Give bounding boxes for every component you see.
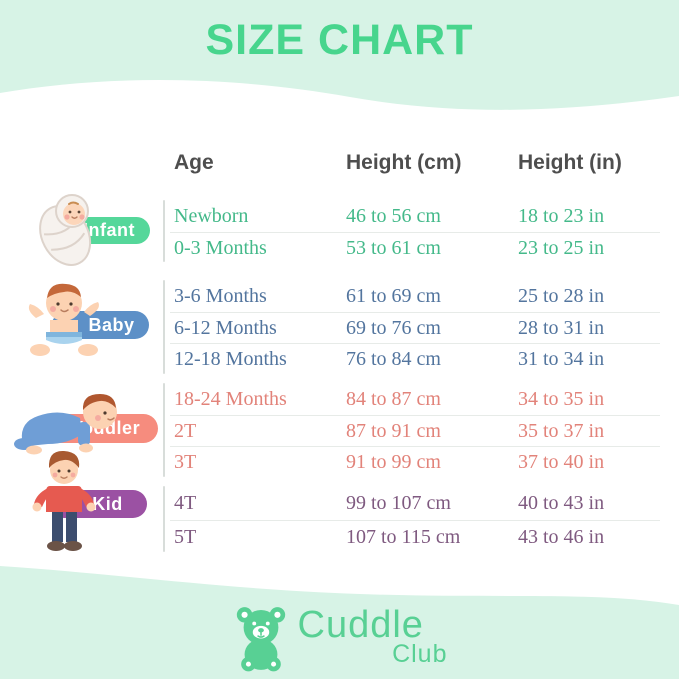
table-row: 3T 91 to 99 cm 37 to 40 in (170, 446, 660, 477)
table-row: 2T 87 to 91 cm 35 to 37 in (170, 415, 660, 446)
age-cell: 4T (174, 492, 197, 514)
age-cell: 2T (174, 419, 197, 442)
pill-label: Infant (83, 220, 135, 240)
kid-group-divider (163, 486, 165, 552)
height-cm-cell: 91 to 99 cm (346, 450, 441, 473)
height-in-cell: 28 to 31 in (518, 316, 605, 339)
table-row: 3-6 Months 61 to 69 cm 25 to 28 in (170, 281, 660, 312)
age-cell: 5T (174, 525, 197, 548)
height-cm-cell: 53 to 61 cm (346, 236, 441, 259)
age-cell: 18-24 Months (174, 388, 287, 410)
brand-subname: Club (392, 640, 448, 668)
infant-row-group: Newborn 46 to 56 cm 18 to 23 in 0-3 Mont… (170, 201, 660, 263)
height-cm-cell: 107 to 115 cm (346, 525, 461, 548)
table-row: 12-18 Months 76 to 84 cm 31 to 34 in (170, 343, 660, 374)
height-in-cell: 43 to 46 in (518, 525, 605, 548)
infant-group-divider (163, 200, 165, 262)
height-cm-cell: 87 to 91 cm (346, 419, 441, 442)
age-cell: 6-12 Months (174, 316, 277, 339)
height-in-cell: 25 to 28 in (518, 285, 605, 307)
baby-row-group: 3-6 Months 61 to 69 cm 25 to 28 in 6-12 … (170, 281, 660, 374)
header-height-in: Height (in) (518, 151, 622, 174)
height-in-cell: 31 to 34 in (518, 347, 605, 370)
age-cell: 3T (174, 450, 197, 473)
kid-row-group: 4T 99 to 107 cm 40 to 43 in 5T 107 to 11… (170, 487, 660, 553)
standing-kid-icon (32, 450, 96, 551)
height-in-cell: 35 to 37 in (518, 419, 605, 442)
height-cm-cell: 69 to 76 cm (346, 316, 441, 339)
toddler-group-divider (163, 383, 165, 477)
toddler-row-group: 18-24 Months 84 to 87 cm 34 to 35 in 2T … (170, 384, 660, 477)
height-in-cell: 23 to 25 in (518, 236, 605, 259)
sitting-baby-icon (28, 283, 99, 356)
table-row: 5T 107 to 115 cm 43 to 46 in (170, 520, 660, 553)
height-in-cell: 18 to 23 in (518, 205, 605, 227)
age-cell: 12-18 Months (174, 347, 287, 370)
age-cell: Newborn (174, 205, 249, 227)
table-row: 6-12 Months 69 to 76 cm 28 to 31 in (170, 312, 660, 343)
pill-label: Kid (92, 493, 123, 514)
age-cell: 0-3 Months (174, 236, 267, 259)
header-age: Age (174, 151, 214, 174)
teddy-bear-icon (236, 607, 285, 672)
brand-name: Cuddle (297, 604, 424, 646)
swaddled-newborn-icon (39, 194, 92, 266)
table-row: 18-24 Months 84 to 87 cm 34 to 35 in (170, 384, 660, 415)
height-cm-cell: 99 to 107 cm (346, 492, 451, 514)
crawling-toddler-icon (14, 394, 117, 455)
baby-group-divider (163, 280, 165, 374)
table-header-row: Age Height (cm) Height (in) (170, 148, 660, 178)
page-title: SIZE CHART (205, 16, 474, 64)
height-cm-cell: 61 to 69 cm (346, 285, 441, 307)
height-cm-cell: 76 to 84 cm (346, 347, 441, 370)
table-row: 0-3 Months 53 to 61 cm 23 to 25 in (170, 232, 660, 263)
height-in-cell: 34 to 35 in (518, 388, 605, 410)
height-cm-cell: 46 to 56 cm (346, 205, 441, 227)
height-cm-cell: 84 to 87 cm (346, 388, 441, 410)
pill-label: Baby (88, 314, 135, 335)
table-row: 4T 99 to 107 cm 40 to 43 in (170, 487, 660, 520)
brand-logo: Cuddle Club (0, 604, 679, 674)
table-row: Newborn 46 to 56 cm 18 to 23 in (170, 201, 660, 232)
height-in-cell: 37 to 40 in (518, 450, 605, 473)
header-height-cm: Height (cm) (346, 151, 462, 174)
age-cell: 3-6 Months (174, 285, 267, 307)
height-in-cell: 40 to 43 in (518, 492, 605, 514)
